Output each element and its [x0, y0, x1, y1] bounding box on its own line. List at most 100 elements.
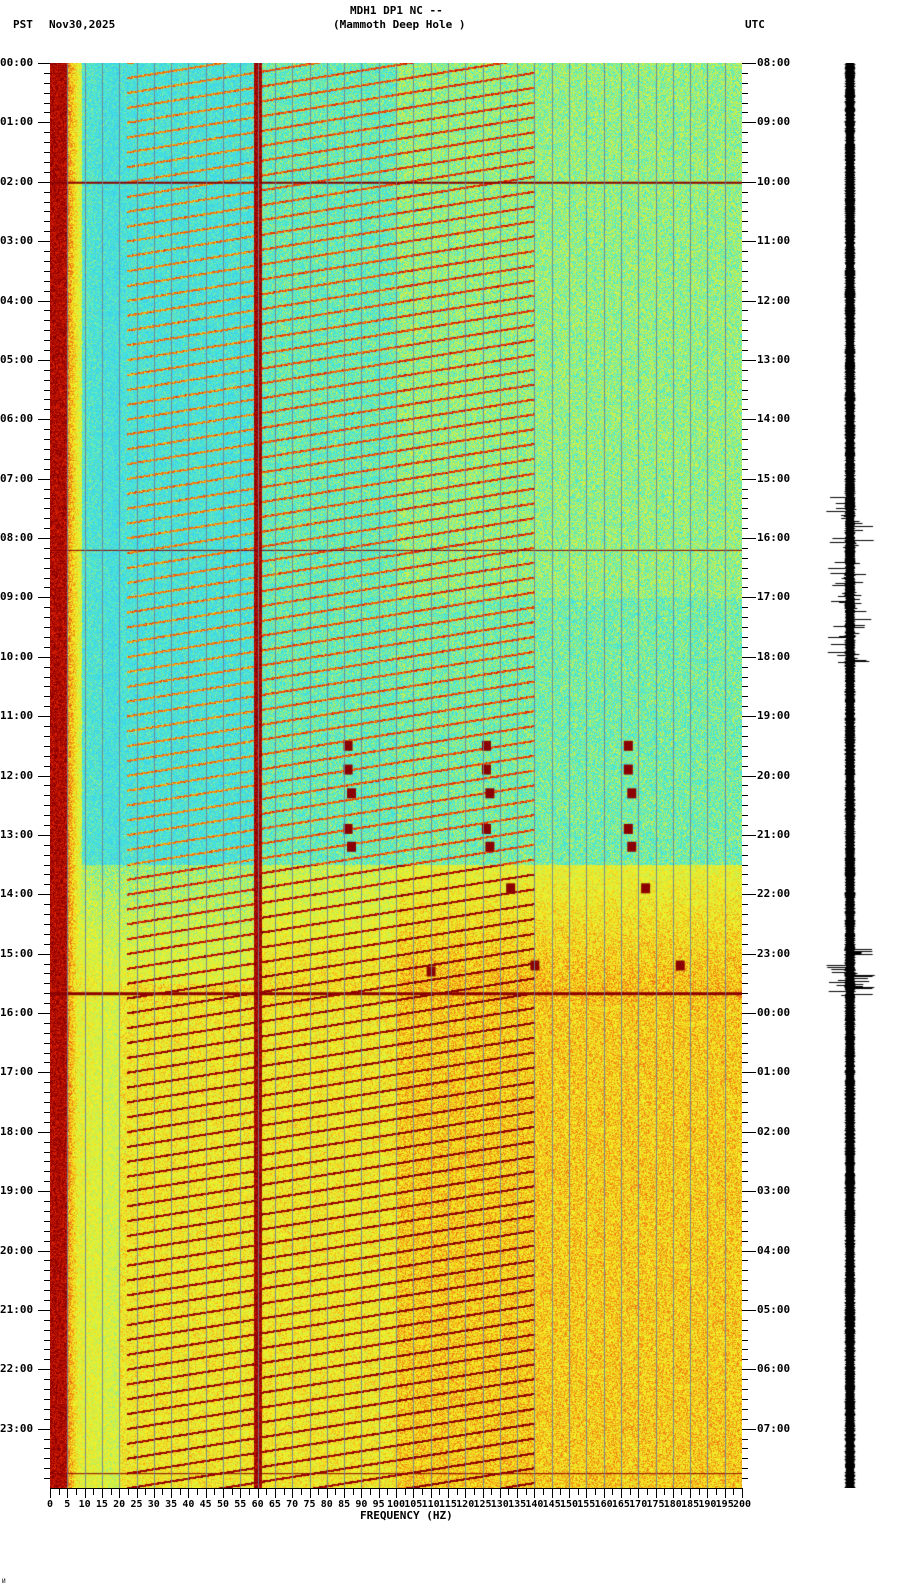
right-major-tick [742, 478, 756, 480]
right-minor-tick [742, 350, 748, 351]
x-tick [621, 1488, 622, 1498]
left-minor-tick [44, 390, 50, 391]
right-minor-tick [742, 1092, 748, 1093]
x-tick-label: 185 [681, 1499, 700, 1510]
left-minor-tick [44, 192, 50, 193]
x-tick-label: 175 [646, 1499, 665, 1510]
x-tick [335, 1488, 336, 1495]
left-minor-tick [44, 330, 50, 331]
x-tick [206, 1488, 207, 1498]
right-hour-label: 03:00 [757, 1184, 791, 1198]
left-minor-tick [44, 103, 50, 104]
right-minor-tick [742, 320, 748, 321]
left-minor-tick [44, 617, 50, 618]
right-major-tick [742, 953, 756, 955]
left-minor-tick [44, 736, 50, 737]
left-minor-tick [44, 993, 50, 994]
left-minor-tick [44, 756, 50, 757]
left-hour-label: 07:00 [0, 471, 34, 485]
left-minor-tick [44, 884, 50, 885]
left-minor-tick [44, 1280, 50, 1281]
left-hour-label: 22:00 [0, 1362, 34, 1376]
left-minor-tick [44, 439, 50, 440]
left-minor-tick [44, 1399, 50, 1400]
right-minor-tick [742, 409, 748, 410]
left-minor-tick [44, 449, 50, 450]
right-minor-tick [742, 370, 748, 371]
right-minor-tick [742, 904, 748, 905]
x-tick-label: 95 [372, 1499, 385, 1510]
x-tick-label: 135 [508, 1499, 527, 1510]
x-tick-label: 130 [490, 1499, 509, 1510]
left-minor-tick [44, 291, 50, 292]
x-tick [725, 1488, 726, 1498]
x-tick-label: 35 [165, 1499, 178, 1510]
x-tick [681, 1488, 682, 1495]
left-minor-tick [44, 340, 50, 341]
x-tick-label: 75 [303, 1499, 316, 1510]
x-tick-label: 165 [611, 1499, 630, 1510]
right-minor-tick [742, 330, 748, 331]
left-minor-tick [44, 1478, 50, 1479]
right-minor-tick [742, 964, 748, 965]
left-major-tick [38, 656, 50, 658]
x-tick [50, 1488, 51, 1498]
right-minor-tick [742, 855, 748, 856]
left-minor-tick [44, 132, 50, 133]
left-minor-tick [44, 696, 50, 697]
x-tick [612, 1488, 613, 1495]
right-minor-tick [742, 558, 748, 559]
site-subtitle: (Mammoth Deep Hole ) [333, 18, 466, 31]
x-tick [145, 1488, 146, 1495]
left-hour-label: 03:00 [0, 234, 34, 248]
right-minor-tick [742, 1458, 748, 1459]
x-tick [595, 1488, 596, 1495]
left-minor-tick [44, 152, 50, 153]
left-minor-tick [44, 1458, 50, 1459]
x-tick [664, 1488, 665, 1495]
right-minor-tick [742, 1201, 748, 1202]
x-tick [508, 1488, 509, 1495]
left-minor-tick [44, 380, 50, 381]
left-minor-tick [44, 914, 50, 915]
left-minor-tick [44, 1171, 50, 1172]
left-major-tick [38, 716, 50, 718]
left-minor-tick [44, 1161, 50, 1162]
x-tick [223, 1488, 224, 1498]
x-tick-label: 65 [268, 1499, 281, 1510]
x-tick-label: 5 [64, 1499, 71, 1510]
x-tick-label: 150 [559, 1499, 579, 1510]
left-minor-tick [44, 1389, 50, 1390]
x-tick [560, 1488, 561, 1495]
x-tick-label: 105 [404, 1499, 423, 1510]
left-minor-tick [44, 865, 50, 866]
spectrogram-canvas [50, 63, 742, 1488]
x-tick [638, 1488, 639, 1498]
right-minor-tick [742, 726, 748, 727]
right-major-tick [742, 419, 756, 421]
left-minor-tick [44, 637, 50, 638]
x-tick [162, 1488, 163, 1495]
date-label: Nov30,2025 [49, 18, 116, 31]
right-minor-tick [742, 1152, 748, 1153]
right-minor-tick [742, 1270, 748, 1271]
x-tick [258, 1488, 259, 1498]
x-tick-label: 0 [46, 1499, 54, 1510]
left-minor-tick [44, 142, 50, 143]
x-tick [180, 1488, 181, 1495]
right-minor-tick [742, 1340, 748, 1341]
right-minor-tick [742, 251, 748, 252]
right-minor-tick [742, 1320, 748, 1321]
right-hour-label: 02:00 [757, 1124, 791, 1138]
left-hour-label: 21:00 [0, 1302, 34, 1316]
right-minor-tick [742, 686, 748, 687]
x-tick [214, 1488, 215, 1495]
x-tick-label: 120 [456, 1499, 475, 1510]
left-major-tick [38, 775, 50, 777]
left-hour-label: 02:00 [0, 174, 34, 188]
left-major-tick [38, 1072, 50, 1074]
right-minor-tick [742, 1231, 748, 1232]
left-minor-tick [44, 845, 50, 846]
left-minor-tick [44, 607, 50, 608]
right-major-tick [742, 894, 756, 896]
